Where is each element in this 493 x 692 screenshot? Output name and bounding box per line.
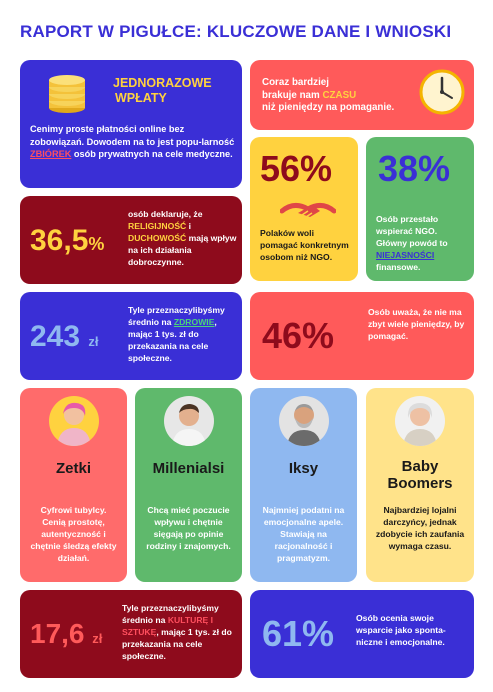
gen-name-iksy: Iksy — [288, 460, 319, 477]
stat-243-unit: zł — [88, 334, 99, 349]
person-icon — [56, 402, 91, 446]
stat-176-highlight-2: I SZTUKĘ — [122, 615, 214, 637]
stat-243-card: 243 zł Tyle przeznaczylibyśmy średnio na… — [20, 292, 242, 380]
gen-desc-iksy: Najmniej podatni na emocjonalne apele. S… — [262, 505, 345, 563]
stat-38-value: 38% — [378, 148, 451, 189]
stat-365-card: 36,5% osób deklaruje, że RELIGIJNOŚĆ i D… — [20, 196, 242, 284]
time-text: Coraz bardziej brakuje nam CZASU niż pie… — [262, 77, 412, 115]
stat-176-unit: zł — [92, 631, 103, 646]
stat-365-number: 36,5 — [30, 224, 89, 257]
stat-365-text: osób deklaruje, że RELIGIJNOŚĆ i DUCHOWO… — [128, 208, 238, 268]
stat-61-text: Osób ocenia swoje wsparcie jako sponta-n… — [356, 613, 446, 647]
one-time-highlight: ZBIÓREK — [30, 149, 72, 159]
gen-card-zetki: Zetki Cyfrowi tubylcy. Cenią prostotę, a… — [20, 388, 127, 582]
stat-176-text-1: Tyle przeznaczylibyśmy średnio na — [122, 603, 219, 625]
time-text-2: brakuje nam — [262, 89, 323, 101]
gen-name-baby-boomers: Baby Boomers — [366, 458, 474, 492]
handshake-icon — [280, 203, 336, 218]
stat-176-value: 17,6 zł — [30, 620, 102, 648]
stat-365-unit: % — [88, 234, 105, 254]
stat-243-number: 243 — [30, 320, 81, 353]
stat-38-text-1: Osób przestało wspierać NGO. Główny powó… — [376, 214, 448, 248]
stat-38-text: Osób przestało wspierać NGO. Główny powó… — [376, 213, 468, 273]
one-time-text-2: osób prywatnych na cele medyczne. — [71, 149, 233, 159]
one-time-text: Cenimy proste płatności online bez zobow… — [30, 123, 235, 161]
stat-38-text-2: finansowe. — [376, 262, 421, 272]
stat-176-text-3: , mając 1 tys. zł do przekazania na cele… — [122, 627, 232, 661]
person-icon — [403, 403, 437, 446]
stat-176-text: Tyle przeznaczylibyśmy średnio na KULTUR… — [122, 602, 238, 662]
stat-38-card: 38% Osób przestało wspierać NGO. Główny … — [366, 137, 474, 281]
stat-56-card: 56% Polaków woli pomagać konkretnym osob… — [250, 137, 358, 281]
stat-243-text: Tyle przeznaczylibyśmy średnio na ZDROWI… — [128, 304, 238, 364]
time-text-1: Coraz bardziej — [262, 77, 329, 88]
coins-icon — [49, 75, 85, 113]
avatar — [395, 396, 445, 446]
gen-name-zetki: Zetki — [55, 460, 91, 477]
stat-243-text-1: Tyle przeznaczylibyśmy średnio na — [128, 305, 225, 327]
stat-365-text-3: mają wpływ na ich działania dobroczynne. — [128, 233, 237, 267]
time-text-3: niż pieniędzy na pomaganie. — [262, 102, 395, 113]
gen-name-millenialsi: Millenialsi — [152, 460, 225, 477]
stat-176-card: 17,6 zł Tyle przeznaczylibyśmy średnio n… — [20, 590, 242, 678]
gen-desc-millenialsi: Chcą mieć poczucie wpływu i chętnie sięg… — [146, 505, 231, 551]
clock-icon — [419, 69, 465, 115]
stat-61-value: 61% — [262, 613, 335, 654]
one-time-heading-line2: WPŁATY — [115, 91, 167, 105]
gen-desc-baby-boomers: Najbardziej lojalni darczyńcy, jednak zd… — [375, 505, 465, 551]
gen-name-boomers: Boomers — [387, 475, 453, 492]
stat-56-value: 56% — [260, 148, 333, 189]
stat-243-text-2: , mając 1 tys. zł do przekazania na cele… — [128, 317, 217, 363]
gen-card-iksy: Iksy Najmniej podatni na emocjonalne ape… — [250, 388, 357, 582]
stat-46-text: Osób uważa, że nie ma zbyt wiele pienięd… — [368, 307, 465, 341]
stat-365-value: 36,5% — [30, 226, 104, 256]
stat-176-number: 17,6 — [30, 618, 85, 649]
avatar — [48, 396, 99, 446]
avatar — [278, 396, 329, 446]
avatar — [163, 396, 214, 446]
stat-365-highlight-1: RELIGIJNOŚĆ — [128, 221, 187, 231]
one-time-heading-line1: JEDNORAZOWE — [113, 76, 212, 90]
time-card: Coraz bardziej brakuje nam CZASU niż pie… — [250, 60, 474, 130]
one-time-payments-card: JEDNORAZOWE WPŁATY Cenimy proste płatnoś… — [20, 60, 242, 188]
person-icon — [286, 404, 321, 446]
stat-365-highlight-2: DUCHOWOŚĆ — [128, 233, 187, 243]
stat-61-card: 61% Osób ocenia swoje wsparcie jako spon… — [250, 590, 474, 678]
stat-46-value: 46% — [262, 315, 335, 356]
stat-38-highlight: NIEJASNOŚCI — [376, 250, 435, 260]
stat-56-text: Polaków woli pomagać konkretnym osobom n… — [260, 228, 349, 262]
stat-243-highlight: ZDROWIE — [173, 317, 215, 327]
one-time-text-1: Cenimy proste płatności online bez zobow… — [30, 124, 235, 147]
stat-365-text-2: i — [186, 221, 192, 231]
gen-desc-zetki: Cyfrowi tubylcy. Cenią prostotę, autenty… — [30, 505, 117, 563]
stat-365-text-1: osób deklaruje, że — [128, 209, 203, 219]
gen-card-millenialsi: Millenialsi Chcą mieć poczucie wpływu i … — [135, 388, 242, 582]
stat-46-card: 46% Osób uważa, że nie ma zbyt wiele pie… — [250, 292, 474, 380]
page-title: RAPORT W PIGUŁCE: KLUCZOWE DANE I WNIOSK… — [20, 22, 452, 41]
stat-176-highlight-1: KULTURĘ — [167, 615, 209, 625]
person-icon — [171, 404, 206, 446]
gen-name-baby: Baby — [401, 458, 439, 475]
time-highlight: CZASU — [322, 89, 357, 101]
one-time-heading: JEDNORAZOWE WPŁATY — [113, 76, 212, 106]
gen-card-baby-boomers: Baby Boomers Najbardziej lojalni darczyń… — [366, 388, 474, 582]
stat-243-value: 243 zł — [30, 322, 99, 352]
